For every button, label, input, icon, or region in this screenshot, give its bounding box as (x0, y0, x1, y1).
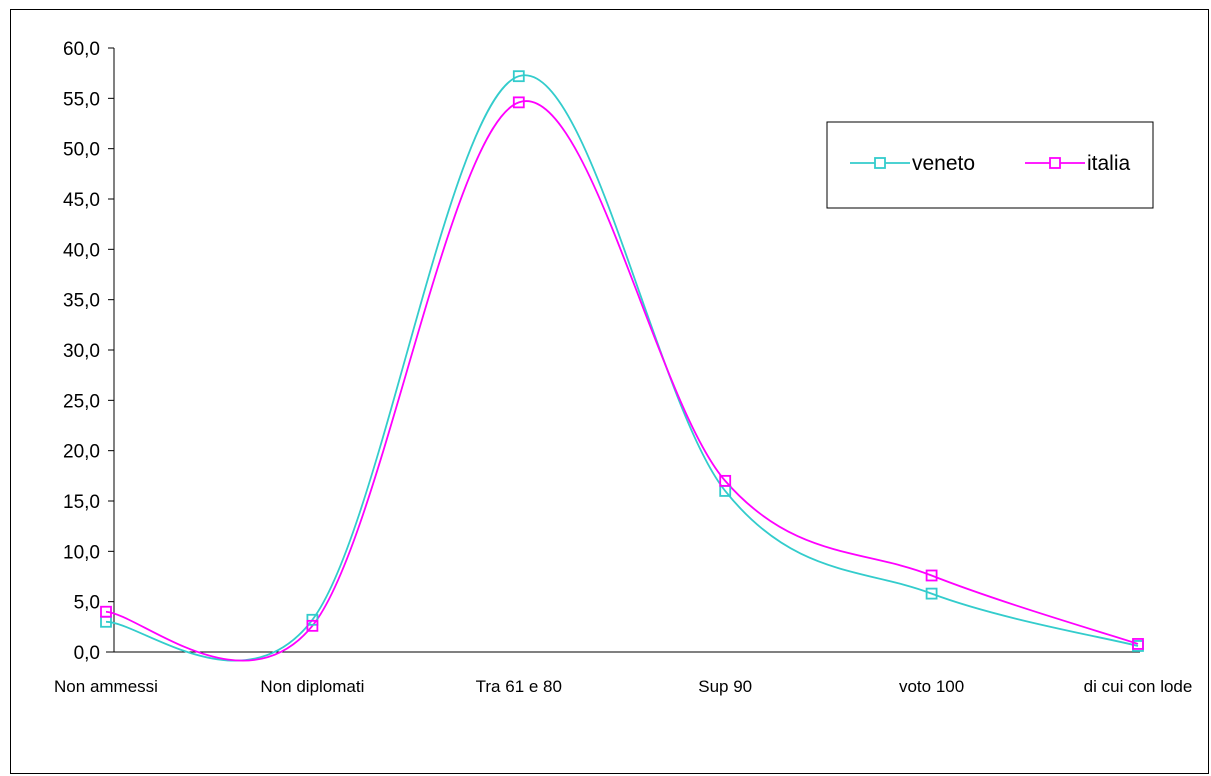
x-tick-label: di cui con lode (1084, 677, 1193, 696)
x-tick-label: Non ammessi (54, 677, 158, 696)
y-tick-label: 0,0 (74, 643, 100, 664)
data-point-italia (512, 96, 525, 109)
data-point-veneto (306, 613, 319, 626)
y-tick-label: 20,0 (63, 442, 100, 463)
data-point-italia (925, 569, 938, 582)
series-markers (100, 70, 1144, 652)
y-tick-label: 5,0 (74, 593, 100, 614)
legend-marker-veneto (874, 157, 886, 169)
x-tick-label: voto 100 (899, 677, 964, 696)
axes (106, 47, 1140, 653)
data-point-italia (100, 605, 112, 618)
x-tick-label: Non diplomati (260, 677, 364, 696)
legend-label-italia: italia (1087, 152, 1131, 175)
y-tick-label: 45,0 (63, 190, 100, 211)
y-tick-label: 55,0 (63, 89, 100, 110)
x-tick-label: Tra 61 e 80 (476, 677, 562, 696)
legend-marker-italia (1049, 157, 1061, 169)
legend: veneto italia (826, 121, 1154, 209)
y-tick-label: 15,0 (63, 492, 100, 513)
y-tick-label: 35,0 (63, 291, 100, 312)
data-point-veneto (512, 70, 525, 83)
x-tick-label: Sup 90 (698, 677, 752, 696)
y-tick-labels: 60,0 55,0 50,0 45,0 40,0 35,0 30,0 25,0 20,0 15,0… (63, 39, 100, 664)
y-tick-label: 60,0 (63, 39, 100, 60)
data-point-veneto (925, 587, 938, 600)
legend-label-veneto: veneto (912, 152, 975, 175)
x-tick-labels: Non ammessi Non diplomati Tra 61 e 80 Sup 9… (54, 677, 1192, 696)
y-tick-label: 50,0 (63, 140, 100, 161)
data-point-italia (719, 474, 732, 487)
data-point-italia (306, 619, 319, 632)
data-point-italia (1132, 638, 1144, 650)
y-tick-label: 25,0 (63, 391, 100, 412)
y-tick-label: 40,0 (63, 240, 100, 261)
series-line-veneto (105, 74, 1139, 662)
y-tick-label: 10,0 (63, 542, 100, 563)
y-tick-label: 30,0 (63, 341, 100, 362)
